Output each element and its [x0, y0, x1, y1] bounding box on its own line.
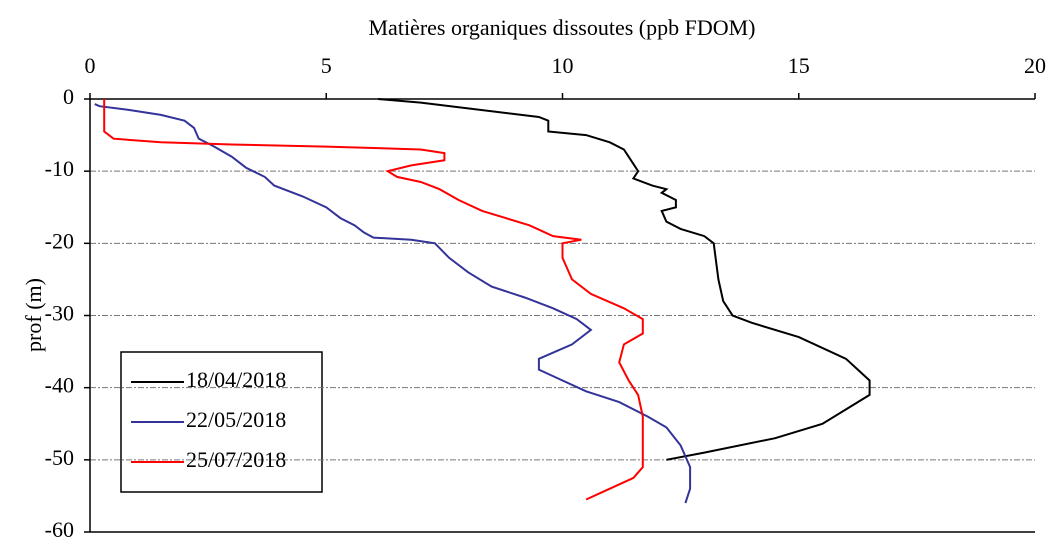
y-axis-title: prof (m) [21, 278, 46, 352]
y-tick-label: -40 [45, 373, 74, 398]
y-tick-label: -20 [45, 228, 74, 253]
x-tick-label: 20 [1024, 53, 1046, 78]
legend-label: 18/04/2018 [186, 367, 286, 392]
y-tick-label: -60 [45, 517, 74, 540]
x-tick-label: 5 [321, 53, 332, 78]
x-tick-label: 0 [85, 53, 96, 78]
legend-label: 25/07/2018 [186, 447, 286, 472]
x-axis-title: Matières organiques dissoutes (ppb FDOM) [369, 15, 756, 40]
series-line [94, 103, 692, 504]
series-line [378, 98, 871, 461]
y-tick-label: -30 [45, 301, 74, 326]
y-tick-label: -10 [45, 156, 74, 181]
y-tick-label: 0 [63, 84, 74, 109]
x-tick-label: 15 [788, 53, 810, 78]
legend-label: 22/05/2018 [186, 407, 286, 432]
y-tick-label: -50 [45, 445, 74, 470]
series-line [103, 99, 644, 501]
x-tick-label: 10 [552, 53, 574, 78]
